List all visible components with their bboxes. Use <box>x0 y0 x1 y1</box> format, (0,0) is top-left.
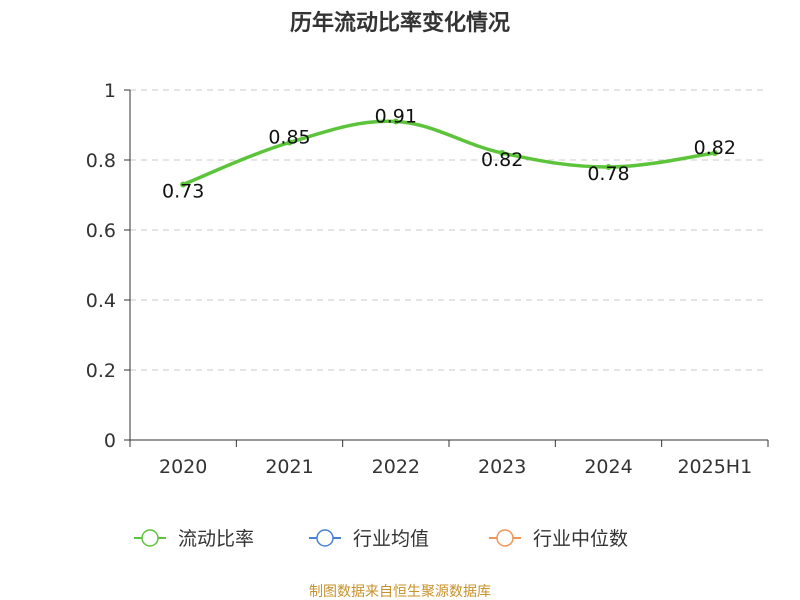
legend-marker-icon <box>316 529 334 547</box>
x-tick-label: 2023 <box>478 456 526 478</box>
x-tick-label: 2024 <box>584 456 632 478</box>
legend-item: 流动比率 <box>134 528 254 550</box>
data-label: 0.78 <box>587 163 629 185</box>
legend-label: 流动比率 <box>178 528 254 550</box>
data-point <box>286 139 293 146</box>
legend: 流动比率 行业均值 行业中位数 <box>134 528 628 550</box>
y-tick-label: 0.4 <box>86 290 116 312</box>
data-point <box>180 181 187 188</box>
legend-marker-icon <box>141 529 159 547</box>
data-point <box>605 164 612 170</box>
y-tick-label: 0.8 <box>86 150 116 172</box>
legend-label: 行业均值 <box>353 528 429 550</box>
x-tick-label: 2021 <box>265 456 313 478</box>
legend-label: 行业中位数 <box>533 528 628 550</box>
y-tick-label: 0 <box>104 430 116 452</box>
legend-item: 行业均值 <box>309 528 429 550</box>
legend-item: 行业中位数 <box>489 528 628 550</box>
x-tick-label: 2025H1 <box>677 456 752 478</box>
data-label: 0.91 <box>375 106 417 128</box>
source-note: 制图数据来自恒生聚源数据库 <box>309 584 491 600</box>
x-tick-label: 2022 <box>372 456 420 478</box>
data-label: 0.73 <box>162 181 204 203</box>
legend-marker-icon <box>496 529 514 547</box>
data-point <box>499 150 506 156</box>
y-tick-label: 0.6 <box>86 220 116 242</box>
grid-lines <box>130 89 768 371</box>
y-tick-label: 1 <box>104 80 116 102</box>
chart-title: 历年流动比率变化情况 <box>290 10 510 36</box>
data-point <box>392 118 399 125</box>
data-point <box>711 150 718 156</box>
y-tick-label: 0.2 <box>86 360 116 382</box>
x-tick-label: 2020 <box>159 456 207 478</box>
data-label: 0.82 <box>694 137 736 159</box>
series-layer <box>180 118 718 188</box>
series-line-流动比率 <box>182 119 716 187</box>
axes: 0 0.2 0.4 0.6 0.8 1 2020 2021 2022 2023 2024 2025H1 <box>86 80 769 478</box>
data-label: 0.82 <box>481 149 523 171</box>
data-label: 0.85 <box>268 127 310 149</box>
data-labels: 0.73 0.85 0.91 0.82 0.78 0.82 <box>162 106 736 203</box>
